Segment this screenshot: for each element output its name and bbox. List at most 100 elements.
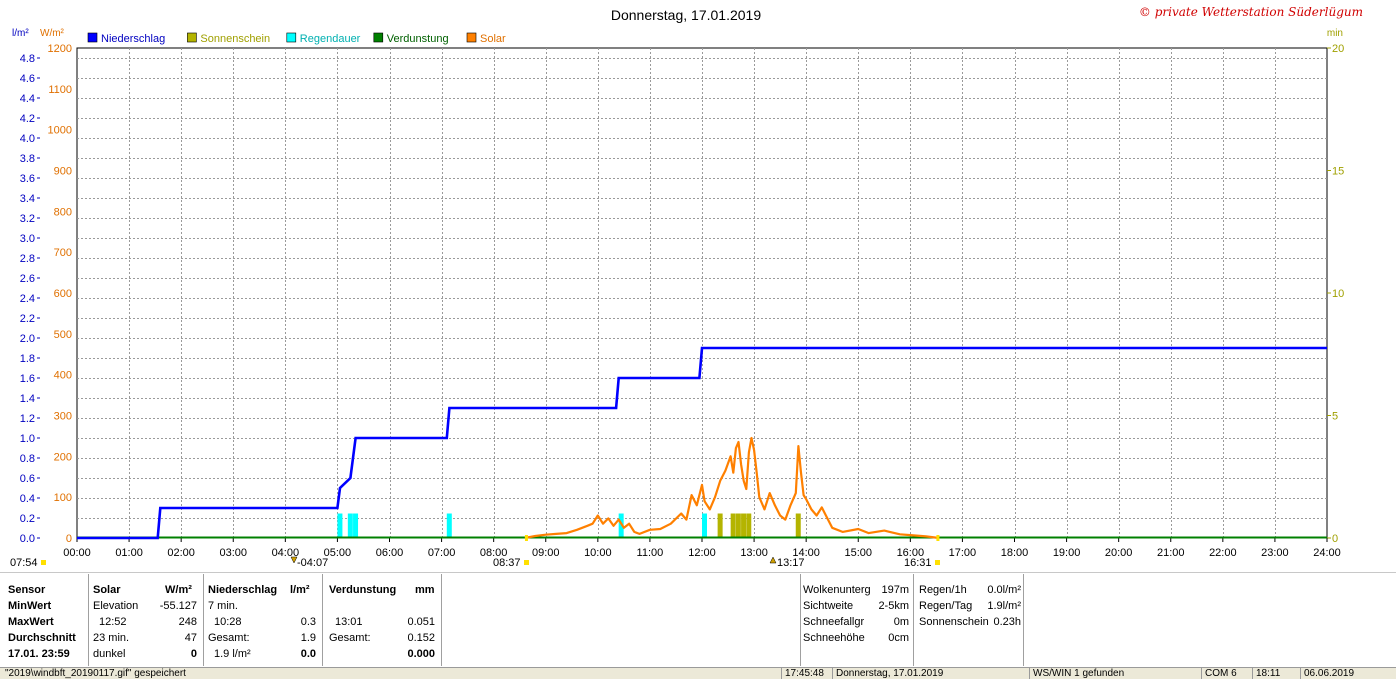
table-misc1: Wolkenunterg 197m Sichtweite 2-5km Schne… [800,574,914,666]
sun-marker-icon [935,560,940,565]
evap-unit: mm [415,584,435,596]
table-col-labels: Sensor MinWert MaxWert Durchschnitt 17.0… [0,574,89,666]
marker-label: 07:54 [10,557,38,569]
rain-tick-label: 1.4 [20,393,35,405]
max-marker-icon [769,556,777,564]
bar-regendauer [353,513,359,538]
marker-label: 08:37 [493,557,521,569]
bar-regendauer [446,513,452,538]
rain-cell: 1.9 [300,632,316,644]
table-label: 17.01. 23:59 [8,648,70,660]
solar-tick-label: 1000 [48,125,72,137]
status-current-date: 06.06.2019 [1300,668,1394,679]
status-port: COM 6 [1201,668,1251,679]
table-misc2: Regen/1h 0.0l/m² Regen/Tag 1.9l/m² Sonne… [913,574,1024,666]
solar-tick-label: 900 [54,166,72,178]
misc-label: Sonnenschein [919,616,989,628]
table-col-rain: Niederschlag l/m² 7 min. 10:28 0.3 Gesam… [204,574,323,666]
rain-cell: 7 min. [208,600,238,612]
table-col-evap: Verdunstung mm 13:01 0.051 Gesamt: 0.152… [323,574,442,666]
x-tick-label: 14:00 [792,547,820,559]
evap-cell: 0.000 [407,648,435,660]
minutes-tick-label: 15 [1332,166,1344,178]
rain-tick-label: 0.8 [20,453,35,465]
legend-swatch [466,32,477,43]
status-bar: "2019\windbft_20190117.gif" gespeichert … [0,667,1396,679]
x-tick-label: 15:00 [844,547,872,559]
x-tick-label: 19:00 [1053,547,1081,559]
table-col-solar: Solar W/m² Elevation -55.127 12:52 248 2… [89,574,204,666]
status-date: Donnerstag, 17.01.2019 [832,668,1026,679]
weather-chart: Donnerstag, 17.01.2019 © private Wetterst… [10,5,1363,569]
bar-regendauer [347,513,353,538]
bar-regendauer [337,513,343,538]
solar-tick-label: 1100 [48,84,72,96]
solar-tick-label: 100 [54,492,72,504]
evap-header: Verdunstung [329,584,397,596]
solar-tick-label: 0 [66,533,72,545]
x-tick-label: 11:00 [637,547,664,559]
misc-label: Regen/1h [919,584,967,596]
table-label: Durchschnitt [8,632,76,644]
rain-tick-label: 4.4 [20,93,35,105]
rain-tick-label: 2.4 [20,293,35,305]
unit-minutes: min [1327,28,1343,39]
marker-label: 16:31 [904,557,932,569]
misc-label: Sichtweite [803,600,854,612]
solar-tick-label: 200 [54,451,72,463]
x-tick-label: 23:00 [1261,547,1289,559]
sun-marker-icon [524,560,529,565]
legend-swatch [187,32,197,43]
rain-tick-label: 4.8 [20,53,35,65]
x-tick-label: 05:00 [324,547,352,559]
sunset-tick [936,535,940,541]
rain-cell: Gesamt: [208,632,250,644]
rain-tick-label: 2.6 [20,273,35,285]
solar-tick-label: 1200 [48,43,72,55]
x-tick-label: 16:00 [897,547,925,559]
bar-sonnenschein [730,513,736,538]
minutes-tick-label: 20 [1332,43,1344,55]
stats-panel [0,572,1396,667]
x-tick-label: 10:00 [584,547,612,559]
rain-tick-label: 3.8 [20,153,35,165]
evap-cell: 0.152 [407,632,435,644]
minutes-tick-label: 0 [1332,533,1338,545]
misc-label: Schneehöhe [803,632,865,644]
x-tick-label: 22:00 [1209,547,1237,559]
chart-title: Donnerstag, 17.01.2019 [611,7,761,23]
x-tick-label: 21:00 [1157,547,1185,559]
status-time: 17:45:48 [781,668,831,679]
x-tick-label: 13:00 [740,547,768,559]
legend-label: Regendauer [300,33,361,45]
legend-swatch [373,32,384,43]
minutes-tick-label: 5 [1332,411,1338,423]
bar-sonnenschein [746,513,752,538]
x-tick-label: 03:00 [219,547,247,559]
legend-label: Niederschlag [101,33,165,45]
x-tick-label: 00:00 [63,547,91,559]
table-label: Sensor [8,584,46,596]
rain-cell: 1.9 l/m² [214,648,251,660]
rain-tick-label: 2.8 [20,253,35,265]
x-tick-label: 18:00 [1001,547,1029,559]
misc-label: Schneefallgr [803,616,865,628]
misc-value: 0m [893,616,909,628]
rain-cell: 10:28 [214,616,242,628]
x-tick-label: 07:00 [428,547,456,559]
solar-cell: 23 min. [93,632,130,644]
solar-tick-label: 500 [54,329,72,341]
legend-swatch [286,32,297,43]
rain-tick-label: 3.6 [20,173,35,185]
status-clock: 18:11 [1252,668,1300,679]
solar-cell: -55.127 [159,600,197,612]
legend-label: Verdunstung [387,33,449,45]
x-tick-label: 12:00 [688,547,716,559]
evap-cell: 0.051 [407,616,435,628]
rain-tick-label: 0.6 [20,473,35,485]
misc-value: 1.9l/m² [987,600,1021,612]
status-station: WS/WIN 1 gefunden [1029,668,1201,679]
rain-tick-label: 1.2 [20,413,35,425]
misc-value: 2-5km [878,600,909,612]
solar-cell: 248 [178,616,197,628]
